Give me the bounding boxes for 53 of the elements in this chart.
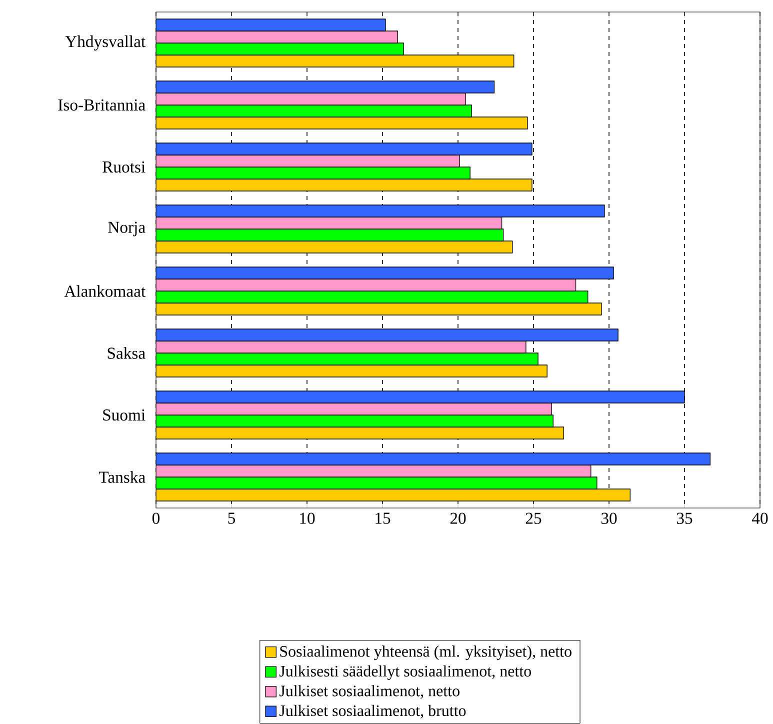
y-tick-label: Saksa: [108, 347, 146, 360]
bar: [156, 290, 588, 304]
bar: [156, 488, 630, 502]
bar: [156, 178, 532, 192]
y-tick-label: Tanska: [98, 471, 146, 484]
legend-label: Julkiset sosiaalimenot, netto: [280, 685, 460, 699]
y-tick-label: Norja: [108, 222, 146, 237]
bar: [156, 278, 576, 292]
bar: [156, 414, 554, 428]
bar: [156, 54, 514, 68]
x-tick-label: 15: [376, 512, 390, 524]
bar: [156, 476, 598, 490]
bar: [156, 80, 495, 94]
bar: [156, 154, 460, 168]
bar: [156, 402, 552, 416]
legend-label: Julkiset sosiaalimenot, brutto: [280, 705, 466, 719]
bar: [156, 18, 386, 32]
legend-label: Sosiaalimenot yhteensä (ml. yksityiset), netto: [280, 646, 572, 660]
x-tick-label: 25: [526, 512, 542, 524]
bar: [156, 216, 502, 230]
bar: [156, 464, 592, 478]
bar: [156, 266, 614, 280]
legend-label: Julkisesti säädellyt sosiaalimenot, netto: [280, 666, 532, 680]
bar: [156, 30, 398, 44]
bar: [156, 42, 404, 56]
x-tick-label: 0: [152, 512, 160, 524]
bar: [156, 302, 602, 316]
y-tick-label: Suomi: [103, 410, 146, 421]
bar: [156, 142, 532, 156]
bar: [156, 116, 528, 130]
bar: [156, 104, 472, 118]
x-tick-label: 30: [601, 512, 617, 524]
bar: [156, 92, 466, 106]
x-tick-label: 40: [752, 512, 768, 524]
bar: [156, 228, 504, 242]
bar: [156, 390, 685, 404]
bar: [156, 240, 513, 254]
bar: [156, 204, 605, 218]
x-tick-label: 20: [450, 512, 466, 524]
bar: [156, 352, 538, 366]
bar: [156, 166, 470, 180]
x-tick-label: 5: [228, 512, 236, 524]
bar: [156, 426, 564, 440]
y-tick-label: Alankomaat: [64, 285, 146, 298]
x-tick-label: 35: [676, 512, 692, 524]
bar: [156, 364, 548, 378]
bar: [156, 340, 526, 354]
bar: [156, 452, 711, 466]
y-tick-label: Iso-Britannia: [58, 100, 146, 111]
bar: [156, 328, 618, 342]
y-tick-label: Ruotsi: [102, 162, 146, 173]
x-tick-label: 10: [300, 512, 315, 524]
y-tick-label: Yhdysvallat: [65, 36, 146, 51]
